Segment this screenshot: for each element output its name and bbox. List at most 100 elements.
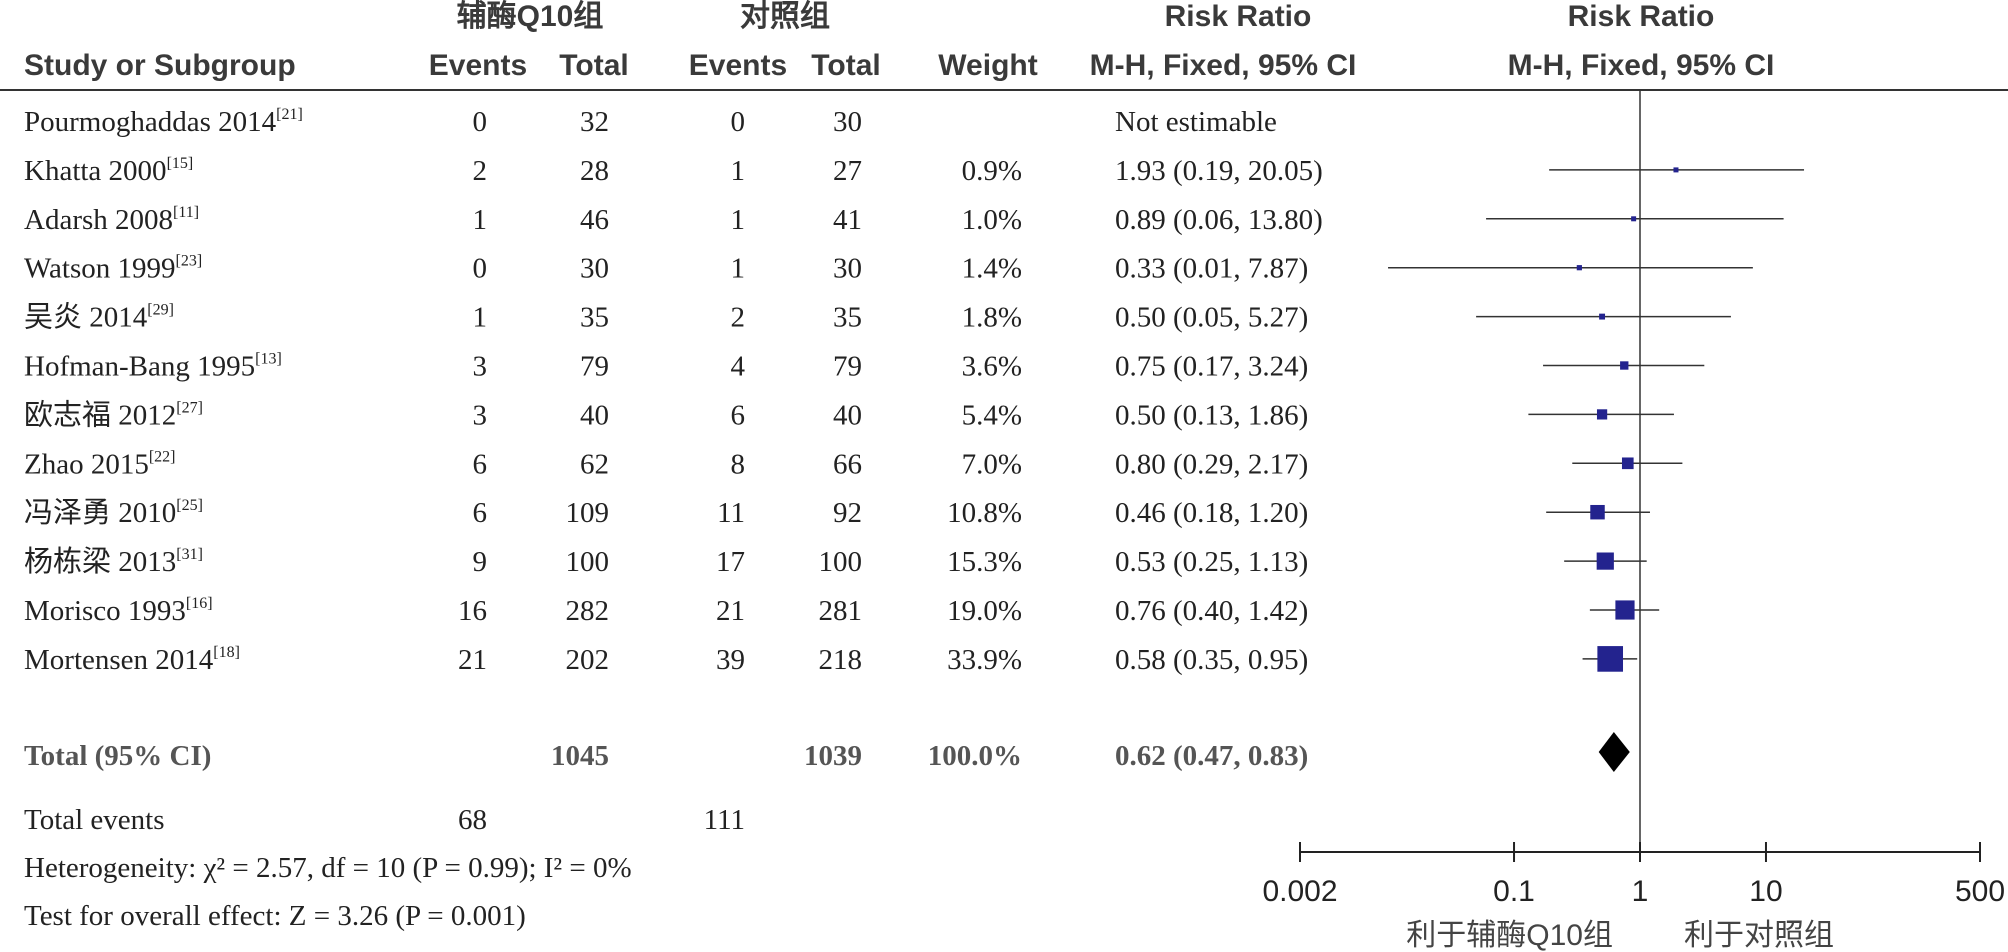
- total-2: 30: [833, 106, 862, 138]
- total-2: 218: [819, 644, 863, 676]
- effect-square: [1596, 552, 1614, 570]
- x-tick-label: 0.002: [1262, 875, 1337, 908]
- events-2: 1: [731, 155, 746, 187]
- total-events-label: Total events: [24, 804, 165, 836]
- risk-ratio-ci: 1.93 (0.19, 20.05): [1115, 155, 1323, 187]
- weight-value: 1.0%: [962, 204, 1022, 236]
- risk-ratio-ci: 0.50 (0.05, 5.27): [1115, 302, 1308, 334]
- study-reference: [16]: [186, 595, 213, 612]
- study-reference: [25]: [176, 497, 203, 514]
- total-1: 35: [580, 302, 609, 334]
- total-n-2: 1039: [804, 740, 862, 772]
- risk-ratio-ci: 0.80 (0.29, 2.17): [1115, 448, 1308, 480]
- total-2: 30: [833, 253, 862, 285]
- total-1: 46: [580, 204, 609, 236]
- total-1: 40: [580, 399, 609, 431]
- events-1: 3: [473, 399, 488, 431]
- events-1: 21: [458, 644, 487, 676]
- total-label: Total (95% CI): [24, 740, 211, 772]
- weight-value: 5.4%: [962, 399, 1022, 431]
- header-events2: Events: [689, 49, 787, 82]
- events-1: 1: [473, 204, 488, 236]
- header-risk-ratio-text: Risk Ratio: [1165, 0, 1312, 33]
- events-1: 0: [473, 106, 488, 138]
- heterogeneity-text: Heterogeneity: χ² = 2.57, df = 10 (P = 0…: [24, 852, 632, 884]
- total-1: 32: [580, 106, 609, 138]
- effect-square: [1599, 313, 1606, 320]
- weight-value: 10.8%: [947, 497, 1022, 529]
- study-name: 吴炎 2014[29]: [24, 302, 174, 334]
- events-1: 6: [473, 497, 488, 529]
- total-1: 100: [566, 546, 610, 578]
- events-2: 6: [731, 399, 746, 431]
- weight-value: 1.4%: [962, 253, 1022, 285]
- events-2: 4: [731, 351, 746, 383]
- x-tick-label: 0.1: [1493, 875, 1535, 908]
- study-reference: [18]: [213, 644, 240, 661]
- weight-value: 3.6%: [962, 351, 1022, 383]
- effect-square: [1590, 504, 1605, 520]
- effect-square: [1615, 600, 1635, 620]
- events-2: 8: [731, 448, 746, 480]
- total-2: 281: [819, 595, 863, 627]
- study-reference: [31]: [176, 546, 203, 563]
- events-2: 2: [731, 302, 746, 334]
- effect-square: [1576, 265, 1582, 271]
- total-2: 66: [833, 448, 862, 480]
- effect-square: [1631, 216, 1637, 222]
- total-2: 40: [833, 399, 862, 431]
- study-rows: Pourmoghaddas 2014[21] 0 32 0 30 Not estimabl…: [24, 106, 1323, 772]
- total-1: 79: [580, 351, 609, 383]
- study-name: 欧志福 2012[27]: [24, 398, 203, 431]
- header-risk-ratio-plot: Risk Ratio: [1568, 0, 1715, 33]
- x-tick-label: 500: [1955, 875, 2005, 908]
- events-1: 0: [473, 253, 488, 285]
- study-name: Adarsh 2008[11]: [24, 204, 199, 236]
- weight-value: 33.9%: [947, 644, 1022, 676]
- study-name: Mortensen 2014[18]: [24, 644, 240, 676]
- study-name: 杨栋梁 2013[31]: [24, 545, 203, 578]
- total-1: 109: [566, 497, 610, 529]
- favours-right: 利于对照组: [1684, 919, 1834, 952]
- events-1: 6: [473, 448, 488, 480]
- events-2: 1: [731, 204, 746, 236]
- header-total1: Total: [559, 49, 628, 82]
- total-2: 27: [833, 155, 862, 187]
- total-weight: 100.0%: [928, 740, 1022, 772]
- events-1: 9: [473, 546, 488, 578]
- effect-square: [1620, 361, 1629, 370]
- total-1: 282: [566, 595, 610, 627]
- study-reference: [13]: [255, 351, 282, 368]
- events-2: 1: [731, 253, 746, 285]
- events-2: 17: [716, 546, 745, 578]
- total-1: 28: [580, 155, 609, 187]
- study-name: 冯泽勇 2010[25]: [24, 497, 203, 529]
- study-name: Khatta 2000[15]: [24, 155, 193, 187]
- total-2: 41: [833, 204, 862, 236]
- total-2: 92: [833, 497, 862, 529]
- study-reference: [21]: [276, 106, 303, 123]
- header-group2: 对照组: [740, 0, 830, 33]
- weight-value: 19.0%: [947, 595, 1022, 627]
- risk-ratio-ci: 0.50 (0.13, 1.86): [1115, 399, 1308, 431]
- effect-square: [1596, 409, 1608, 420]
- total-1: 62: [580, 448, 609, 480]
- risk-ratio-ci: 0.75 (0.17, 3.24): [1115, 351, 1308, 383]
- risk-ratio-ci: 0.53 (0.25, 1.13): [1115, 546, 1308, 578]
- total-events-1: 68: [458, 804, 487, 836]
- effect-square: [1597, 646, 1624, 672]
- header-method-plot: M-H, Fixed, 95% CI: [1508, 49, 1775, 82]
- plot-area: 0.002 0.1 1 10 500 利于辅酶Q10组 利于对照组: [1262, 90, 2005, 952]
- pooled-diamond: [1598, 732, 1630, 772]
- weight-value: 0.9%: [962, 155, 1022, 187]
- events-1: 3: [473, 351, 488, 383]
- total-n-1: 1045: [551, 740, 609, 772]
- footer: Total events 68 111 Heterogeneity: χ² = …: [24, 804, 745, 932]
- study-reference: [11]: [173, 204, 199, 221]
- study-reference: [23]: [176, 253, 203, 270]
- overall-effect-text: Test for overall effect: Z = 3.26 (P = 0…: [24, 900, 526, 932]
- events-2: 39: [716, 644, 745, 676]
- risk-ratio-ci: 0.33 (0.01, 7.87): [1115, 253, 1308, 285]
- total-1: 202: [566, 644, 610, 676]
